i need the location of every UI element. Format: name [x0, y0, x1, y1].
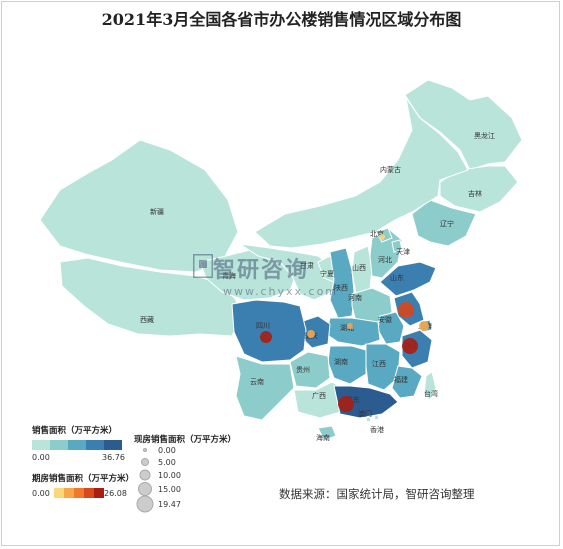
futures-marker-浙江 — [402, 338, 418, 354]
futures-marker-四川 — [260, 331, 272, 343]
legend-sales-max: 36.76 — [102, 453, 125, 462]
watermark-name: 智研咨询 — [213, 258, 310, 283]
futures-swatches-swatch-4 — [94, 488, 104, 498]
page-title: 2021年3月全国各省市办公楼销售情况区域分布图 — [101, 10, 462, 29]
province-label-西藏: 西藏 — [140, 315, 154, 324]
province-label-广西: 广西 — [312, 391, 326, 400]
sales-swatches-swatch-4 — [104, 440, 122, 450]
province-label-澳门: 澳门 — [358, 409, 372, 418]
watermark-logo-icon — [193, 254, 213, 278]
province-江西 — [365, 343, 401, 391]
sales-swatches-swatch-2 — [68, 440, 86, 450]
province-label-辽宁: 辽宁 — [440, 219, 454, 228]
province-label-湖北: 湖北 — [340, 323, 354, 332]
bubble-size-3 — [138, 482, 152, 496]
futures-swatches-swatch-0 — [54, 488, 64, 498]
province-label-青海: 青海 — [222, 271, 236, 280]
province-台湾 — [423, 371, 437, 401]
bubble-size-2 — [139, 469, 151, 481]
province-label-山东: 山东 — [390, 273, 404, 282]
province-label-吉林: 吉林 — [468, 189, 482, 198]
futures-marker-重庆 — [307, 330, 315, 338]
province-香港 — [373, 414, 380, 421]
province-澳门 — [365, 416, 372, 423]
province-label-湖南: 湖南 — [334, 357, 348, 366]
province-四川 — [231, 299, 307, 363]
province-内蒙古 — [254, 97, 469, 249]
province-海南 — [317, 425, 337, 441]
province-label-江西: 江西 — [372, 360, 386, 368]
province-label-山西: 山西 — [352, 263, 366, 272]
watermark-url: www.chyxx.com — [223, 285, 339, 298]
province-label-贵州: 贵州 — [296, 365, 310, 374]
futures-swatches-swatch-1 — [64, 488, 74, 498]
legend-sales-title: 销售面积（万平方米） — [32, 426, 118, 436]
province-云南 — [235, 355, 295, 421]
data-source: 数据来源：国家统计局，智研咨询整理 — [279, 487, 475, 501]
legend-futures-title: 期房销售面积（万平方米） — [32, 474, 135, 484]
legend-futures-max: 26.08 — [104, 489, 127, 498]
province-黑龙江 — [404, 79, 523, 171]
bubble-size-0 — [143, 448, 147, 452]
legend-current-bubbles — [136, 448, 154, 513]
province-湖北 — [325, 317, 381, 347]
province-label-天津: 天津 — [396, 248, 410, 256]
legend-sales-min: 0.00 — [32, 453, 50, 462]
legend-current-tick-0: 0.00 — [158, 446, 176, 455]
province-label-广东: 广东 — [346, 395, 360, 404]
legend-current-tick-4: 19.47 — [158, 500, 181, 509]
province-label-香港: 香港 — [370, 425, 384, 434]
province-辽宁 — [411, 199, 477, 247]
futures-marker-北京 — [379, 234, 385, 240]
legend-current-tick-3: 15.00 — [158, 485, 181, 494]
futures-swatches-swatch-2 — [74, 488, 84, 498]
province-label-新疆: 新疆 — [150, 207, 164, 216]
province-label-黑龙江: 黑龙江 — [474, 131, 495, 140]
province-label-宁夏: 宁夏 — [320, 269, 334, 278]
futures-marker-上海 — [419, 321, 429, 331]
province-山东 — [379, 261, 437, 297]
province-label-云南: 云南 — [250, 377, 264, 386]
province-label-陕西: 陕西 — [334, 283, 348, 292]
province-福建 — [391, 365, 423, 399]
bubble-size-1 — [141, 458, 149, 466]
province-label-甘肃: 甘肃 — [300, 261, 314, 270]
province-label-河北: 河北 — [378, 256, 392, 264]
province-天津 — [391, 239, 403, 253]
futures-marker-广东 — [338, 396, 354, 412]
province-label-台湾: 台湾 — [424, 389, 438, 398]
province-青海 — [199, 247, 299, 301]
sales-swatches-swatch-1 — [50, 440, 68, 450]
sales-swatches-swatch-3 — [86, 440, 104, 450]
legend-current-title: 现房销售面积（万平方米） — [134, 435, 237, 445]
province-label-安徽: 安徽 — [378, 315, 392, 324]
futures-marker-江苏 — [398, 302, 414, 318]
province-吉林 — [439, 165, 519, 213]
legend-futures-min: 0.00 — [32, 489, 50, 498]
province-label-四川: 四川 — [256, 322, 270, 330]
province-甘肃 — [239, 243, 337, 301]
bubble-size-4 — [136, 495, 154, 513]
province-label-内蒙古: 内蒙古 — [380, 165, 401, 174]
province-贵州 — [289, 351, 331, 389]
province-label-河南: 河南 — [348, 293, 362, 302]
province-陕西 — [329, 247, 355, 319]
province-label-福建: 福建 — [394, 375, 408, 384]
sales-swatches-swatch-0 — [32, 440, 50, 450]
futures-marker-湖北 — [347, 323, 353, 329]
futures-swatches-swatch-3 — [84, 488, 94, 498]
legend-current-tick-2: 10.00 — [158, 471, 181, 480]
province-label-北京: 北京 — [370, 229, 384, 238]
legend-current-tick-1: 5.00 — [158, 458, 176, 467]
province-label-海南: 海南 — [316, 433, 330, 442]
province-新疆 — [39, 139, 239, 273]
